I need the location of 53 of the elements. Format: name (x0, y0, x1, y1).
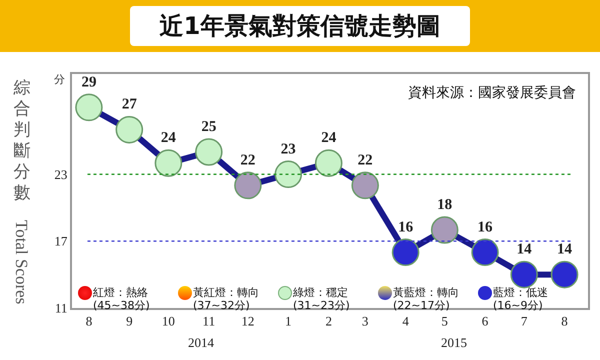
data-label: 22 (240, 152, 256, 168)
point (234, 172, 262, 200)
x-tick-label: 1 (285, 314, 292, 329)
text: 2014 (188, 335, 214, 350)
x-tick-label: 7 (520, 314, 528, 329)
y-tick-label: 23 (54, 166, 68, 182)
x-tick-label: 5 (441, 314, 448, 329)
point (510, 260, 538, 288)
point (154, 149, 182, 177)
data-label: 27 (122, 96, 138, 113)
data-label: 14 (516, 242, 532, 258)
x-tick-label: 8 (561, 314, 568, 329)
point (274, 160, 302, 188)
point (351, 172, 379, 200)
annotation: 藍燈：低迷 (16~9分) (493, 286, 548, 312)
y-axis-title: 綜合判斷分數 Total Scores (11, 78, 32, 304)
data-label: 22 (358, 152, 373, 168)
x-tick-label: 3 (362, 314, 368, 329)
chart-title: 近1年景氣對策信號走勢圖 (130, 6, 470, 46)
point (430, 216, 458, 244)
x-tick-label: 10 (162, 314, 175, 329)
annotation: 黃紅燈：轉向 (37~32分) (193, 286, 259, 312)
point (195, 138, 223, 166)
point (471, 238, 499, 266)
x-tick-label: 11 (202, 314, 216, 329)
x-tick-label: 9 (126, 314, 133, 329)
data-label: 18 (437, 197, 452, 213)
data-label: 23 (280, 141, 296, 158)
x-tick-label: 12 (241, 314, 254, 329)
x-tick-label: 6 (482, 314, 489, 329)
point (550, 260, 578, 288)
point (116, 116, 144, 144)
data-label: 16 (398, 219, 414, 236)
y-tick-label: 11 (54, 300, 68, 316)
x-tick-label: 4 (402, 314, 410, 329)
data-label: 25 (201, 119, 216, 135)
data-label: 14 (557, 242, 573, 258)
data-label: 16 (478, 219, 494, 236)
data-label: 24 (321, 130, 337, 146)
y-tick-label: 17 (54, 234, 68, 249)
point (392, 238, 420, 266)
text: 分 (54, 72, 65, 87)
x-tick-label: 8 (86, 314, 92, 329)
annotation: 資料來源：國家發展委員會 (408, 83, 576, 102)
data-label: 24 (160, 130, 176, 146)
point (75, 94, 103, 122)
annotation: 紅燈：熱絡 (45~38分) (93, 286, 150, 312)
data-label: 29 (81, 74, 96, 90)
annotation: 黃藍燈：轉向 (22~17分) (393, 286, 459, 312)
annotation: 綠燈：穩定 (31~23分) (293, 286, 350, 312)
x-tick-label: 2 (325, 314, 332, 329)
point (314, 149, 342, 177)
text: 2015 (441, 335, 467, 350)
